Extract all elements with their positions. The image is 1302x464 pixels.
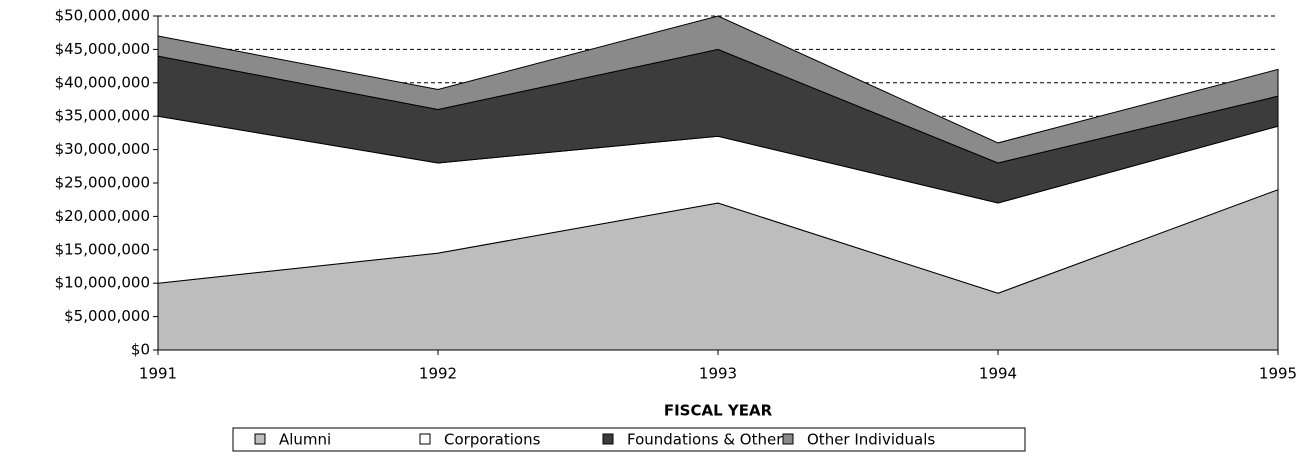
legend-swatch bbox=[782, 433, 794, 445]
y-tick-label: $15,000,000 bbox=[55, 240, 150, 258]
legend-label: Alumni bbox=[279, 431, 331, 449]
axis-layer: $0 $5,000,000 $10,000,000 $15,000,000 $20,00… bbox=[55, 7, 1298, 383]
legend: Alumni Corporations Foundations & Other Oth… bbox=[254, 431, 935, 449]
y-tick-label: $20,000,000 bbox=[55, 207, 150, 225]
legend-swatch bbox=[602, 433, 614, 445]
x-tick-label: 1995 bbox=[1259, 365, 1297, 383]
y-tick-label: $0 bbox=[131, 341, 150, 359]
x-axis-title: FISCAL YEAR bbox=[664, 402, 773, 420]
x-tick-label: 1994 bbox=[979, 365, 1017, 383]
area-layer bbox=[157, 15, 1279, 351]
legend-label: Foundations & Other bbox=[627, 431, 783, 449]
legend-label: Other Individuals bbox=[807, 431, 935, 449]
legend-swatch bbox=[254, 433, 266, 445]
y-tick-label: $5,000,000 bbox=[64, 307, 150, 325]
legend-box bbox=[232, 427, 1026, 452]
y-tick-label: $50,000,000 bbox=[55, 7, 150, 25]
y-tick-label: $45,000,000 bbox=[55, 40, 150, 58]
y-tick-label: $35,000,000 bbox=[55, 107, 150, 125]
x-tick-label: 1992 bbox=[419, 365, 457, 383]
x-tick-label: 1993 bbox=[699, 365, 737, 383]
x-tick-label: 1991 bbox=[139, 365, 177, 383]
legend-swatch bbox=[419, 433, 431, 445]
y-tick-label: $40,000,000 bbox=[55, 73, 150, 91]
legend-label: Corporations bbox=[444, 431, 541, 449]
area bbox=[157, 15, 1279, 164]
y-tick-label: $30,000,000 bbox=[55, 140, 150, 158]
y-tick-label: $25,000,000 bbox=[55, 174, 150, 192]
y-tick-label: $10,000,000 bbox=[55, 274, 150, 292]
